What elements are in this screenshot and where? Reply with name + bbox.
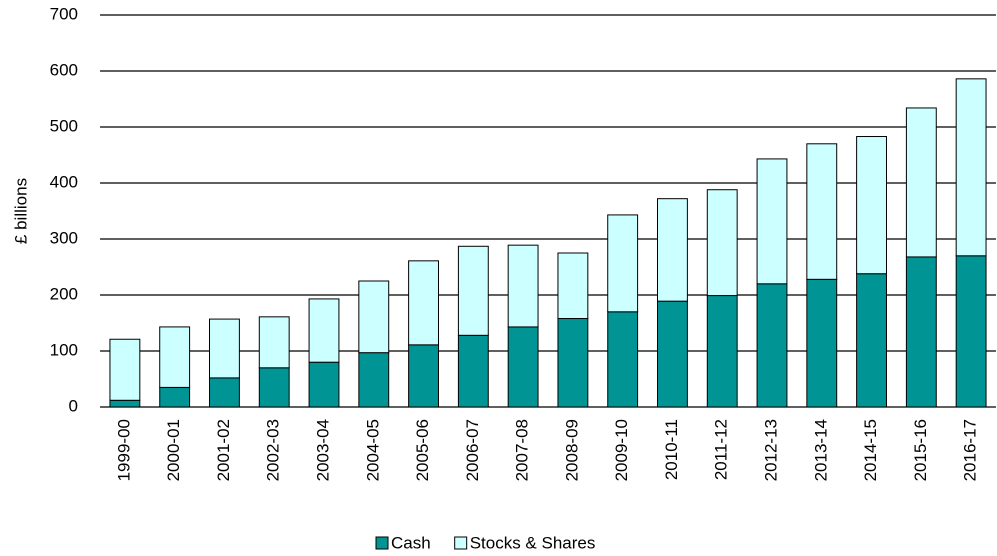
x-tick-label: 2006-07 <box>463 419 482 481</box>
y-tick-label: 400 <box>50 172 78 191</box>
bar-segment <box>905 256 937 408</box>
bar-segment <box>557 252 589 320</box>
x-tick-label: 2005-06 <box>413 419 432 481</box>
y-tick-label: 100 <box>50 340 78 359</box>
bar-segment <box>856 273 887 408</box>
bar-segment <box>209 318 240 379</box>
bar-segment <box>109 338 141 401</box>
x-tick-label: 2008-09 <box>562 419 581 481</box>
bar-segment <box>706 295 738 408</box>
bar-segment <box>905 107 937 258</box>
bar-segment <box>756 158 788 285</box>
bar-segment <box>806 143 838 280</box>
x-tick-label: 2013-14 <box>811 419 830 481</box>
x-tick-label: 2010-11 <box>662 419 681 480</box>
y-tick-label: 200 <box>50 284 78 303</box>
x-tick-label: 2004-05 <box>363 419 382 481</box>
bar-segment <box>159 326 191 388</box>
bar-segment <box>308 361 340 408</box>
bar-segment <box>507 244 539 328</box>
bar-segment <box>159 386 191 408</box>
x-tick-label: 2014-15 <box>861 419 880 481</box>
bar-segment <box>955 255 987 408</box>
x-tick-label: 2012-13 <box>761 419 780 481</box>
bar-segment <box>557 318 589 408</box>
bar-segment <box>806 278 838 408</box>
bar-segment <box>358 280 390 354</box>
x-tick-label: 2016-17 <box>961 419 980 481</box>
x-tick-label: 2000-01 <box>164 419 183 481</box>
bar-segment <box>706 189 738 297</box>
bar-segment <box>457 334 489 408</box>
bar-segment <box>856 136 887 275</box>
x-tick-label: 2011-12 <box>712 419 731 480</box>
bar-segment <box>607 311 639 408</box>
y-tick-label: 500 <box>50 116 78 135</box>
legend-label: Cash <box>391 533 431 552</box>
bar-segment <box>408 260 439 346</box>
bar-segment <box>657 198 688 302</box>
bar-segment <box>209 377 240 408</box>
x-tick-label: 2009-10 <box>612 419 631 481</box>
bar-segment <box>308 298 340 363</box>
x-tick-label: 2002-03 <box>264 419 283 481</box>
bar-segment <box>607 214 639 313</box>
y-tick-label: 700 <box>50 4 78 23</box>
bar-segment <box>507 326 539 408</box>
x-tick-label: 2015-16 <box>911 419 930 481</box>
bar-segment <box>408 344 439 408</box>
x-tick-label: 2001-02 <box>214 419 233 481</box>
x-tick-label: 1999-00 <box>114 419 133 481</box>
y-tick-label: 0 <box>69 396 78 415</box>
bar-segment <box>955 78 987 257</box>
legend-swatch <box>375 536 389 550</box>
bar-segment <box>258 367 290 408</box>
bar-segment <box>358 352 390 408</box>
bar-segment <box>258 316 290 369</box>
bar-segment <box>457 245 489 336</box>
x-tick-label: 2003-04 <box>313 419 332 481</box>
bar-segment <box>756 283 788 408</box>
bar-segment <box>657 300 688 408</box>
y-tick-label: 300 <box>50 228 78 247</box>
y-tick-label: 600 <box>50 60 78 79</box>
bar-segment <box>109 399 141 408</box>
x-tick-label: 2007-08 <box>513 419 532 481</box>
y-axis-label: £ billions <box>11 178 30 244</box>
legend-label: Stocks & Shares <box>470 533 596 552</box>
legend-swatch <box>454 536 468 550</box>
